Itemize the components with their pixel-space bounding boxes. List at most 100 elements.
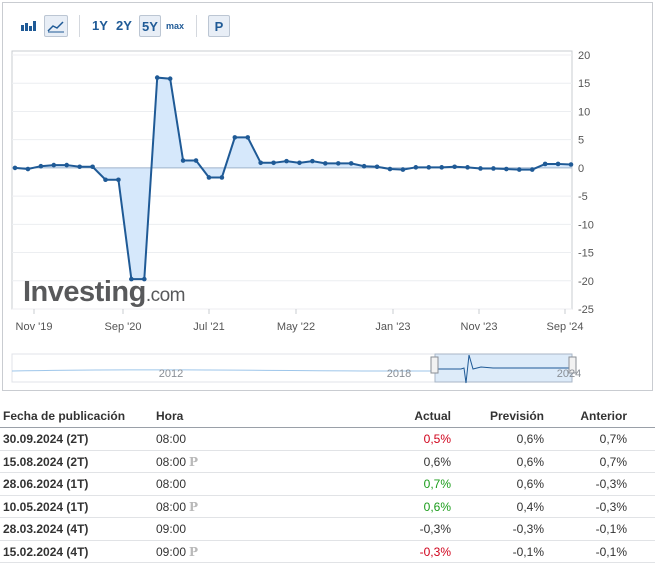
header-actual: Actual <box>414 409 451 423</box>
navigator-left-handle[interactable] <box>430 356 439 374</box>
series-points <box>12 75 574 282</box>
data-point[interactable] <box>491 166 496 171</box>
navigator-label: 2012 <box>159 368 183 380</box>
range-5y-button[interactable]: 5Y <box>139 15 161 37</box>
watermark-text: Investing.com <box>23 276 185 308</box>
data-point[interactable] <box>154 75 160 80</box>
release-date: 10.05.2024 (1T) <box>3 499 89 514</box>
data-point[interactable] <box>387 166 393 172</box>
range-2y-button[interactable]: 2Y <box>116 18 132 33</box>
forecast-value: 0,4% <box>516 499 544 514</box>
x-tick-label: Jul '21 <box>193 321 224 333</box>
data-point[interactable] <box>439 165 444 170</box>
release-time-value: 09:00 <box>156 522 187 536</box>
data-point[interactable] <box>529 167 535 172</box>
table-row: 28.03.2024 (4T) 09:00 -0,3% -0,3% -0,1% <box>0 518 655 541</box>
main-chart: 20 15 10 5 0 -5 -10 -15 -20 -25 Nov '19 Sep '20 Jul… <box>11 50 594 333</box>
chart-panel: 1Y 2Y 5Y max P 20 15 10 5 0 -5 -10 -15 -20 -25 No… <box>2 2 653 391</box>
release-date: 28.06.2024 (1T) <box>3 477 89 491</box>
release-time: 09:00 <box>156 518 186 540</box>
release-time-value: 09:00 <box>156 544 187 559</box>
toolbar-divider <box>196 15 197 37</box>
data-point[interactable] <box>516 167 522 172</box>
area-chart-icon <box>47 21 64 33</box>
preliminary-icon: P <box>189 544 199 559</box>
table-row: 10.05.2024 (1T) 08:00 P 0,6% 0,4% -0,3% <box>0 496 655 518</box>
release-date: 30.09.2024 (2T) <box>3 432 89 446</box>
actual-value: 0,5% <box>423 432 451 446</box>
data-point[interactable] <box>555 161 561 167</box>
data-point[interactable] <box>167 76 173 82</box>
data-point[interactable] <box>38 163 44 169</box>
data-point[interactable] <box>12 165 18 171</box>
y-tick-label: -10 <box>578 219 594 231</box>
data-point[interactable] <box>310 158 315 164</box>
data-point[interactable] <box>245 135 251 140</box>
data-point[interactable] <box>193 158 199 163</box>
data-point[interactable] <box>25 166 31 172</box>
range-max-button[interactable]: max <box>165 21 184 31</box>
actual-value: 0,6% <box>423 499 451 514</box>
table-row: 15.02.2024 (4T) 09:00 P -0,3% -0,1% -0,1% <box>0 541 655 563</box>
data-point[interactable] <box>180 158 186 163</box>
navigator-right-handle[interactable] <box>568 356 577 374</box>
data-point[interactable] <box>452 164 457 170</box>
previous-value: -0,3% <box>595 477 627 491</box>
data-point[interactable] <box>400 167 406 172</box>
data-point[interactable] <box>64 162 70 168</box>
x-tick-label: May '22 <box>277 321 315 333</box>
y-tick-label: -25 <box>578 304 594 316</box>
data-point[interactable] <box>361 163 367 169</box>
data-point[interactable] <box>258 160 263 166</box>
data-point[interactable] <box>129 276 134 282</box>
table-header: Fecha de publicación Hora Actual Previsi… <box>0 403 655 428</box>
data-point[interactable] <box>465 165 470 170</box>
data-point[interactable] <box>232 135 238 140</box>
data-point[interactable] <box>426 165 432 170</box>
release-time-value: 08:00 <box>156 499 187 514</box>
data-point[interactable] <box>77 164 82 170</box>
data-point[interactable] <box>284 158 289 164</box>
range-1y-button[interactable]: 1Y <box>92 18 108 33</box>
data-point[interactable] <box>504 166 509 172</box>
release-time: 08:00 P <box>156 496 198 518</box>
bar-chart-button[interactable] <box>16 15 40 37</box>
data-point[interactable] <box>413 165 419 170</box>
p-button[interactable]: P <box>208 15 230 37</box>
table-row: 15.08.2024 (2T) 08:00 P 0,6% 0,6% 0,7% <box>0 451 655 473</box>
navigator-label: 2024 <box>557 368 581 380</box>
area-chart-button[interactable] <box>44 15 68 37</box>
bar-chart-icon <box>21 21 36 31</box>
data-point[interactable] <box>335 161 341 166</box>
navigator-history-line <box>11 369 435 372</box>
data-point[interactable] <box>478 166 483 171</box>
data-point[interactable] <box>271 160 276 166</box>
x-tick-label: Jan '23 <box>375 321 410 333</box>
y-tick-label: 10 <box>578 106 590 118</box>
navigator[interactable]: 2012 2018 2024 <box>3 349 652 389</box>
header-time: Hora <box>156 409 184 423</box>
data-point[interactable] <box>297 160 302 166</box>
data-point[interactable] <box>348 161 354 166</box>
data-point[interactable] <box>103 177 108 183</box>
data-point[interactable] <box>542 161 548 167</box>
data-point[interactable] <box>116 177 121 183</box>
table-row: 30.09.2024 (2T) 08:00 0,5% 0,6% 0,7% <box>0 428 655 451</box>
x-axis: Nov '19 Sep '20 Jul '21 May '22 Jan '23 Nov '… <box>16 309 583 333</box>
data-point[interactable] <box>206 175 212 180</box>
release-time: 08:00 <box>156 473 186 495</box>
data-point[interactable] <box>51 162 57 168</box>
release-time-value: 08:00 <box>156 454 187 469</box>
y-axis: 20 15 10 5 0 -5 -10 -15 -20 -25 <box>578 50 594 316</box>
y-tick-label: -15 <box>578 248 594 260</box>
chart-toolbar: 1Y 2Y 5Y max P <box>3 3 652 41</box>
data-point[interactable] <box>374 164 380 170</box>
navigator-label: 2018 <box>387 368 411 380</box>
data-point[interactable] <box>219 175 225 180</box>
release-date: 28.03.2024 (4T) <box>3 522 89 536</box>
data-point[interactable] <box>90 164 95 170</box>
data-point[interactable] <box>568 162 574 167</box>
data-point[interactable] <box>323 161 328 166</box>
plot-area <box>11 50 573 310</box>
data-point[interactable] <box>142 276 147 282</box>
